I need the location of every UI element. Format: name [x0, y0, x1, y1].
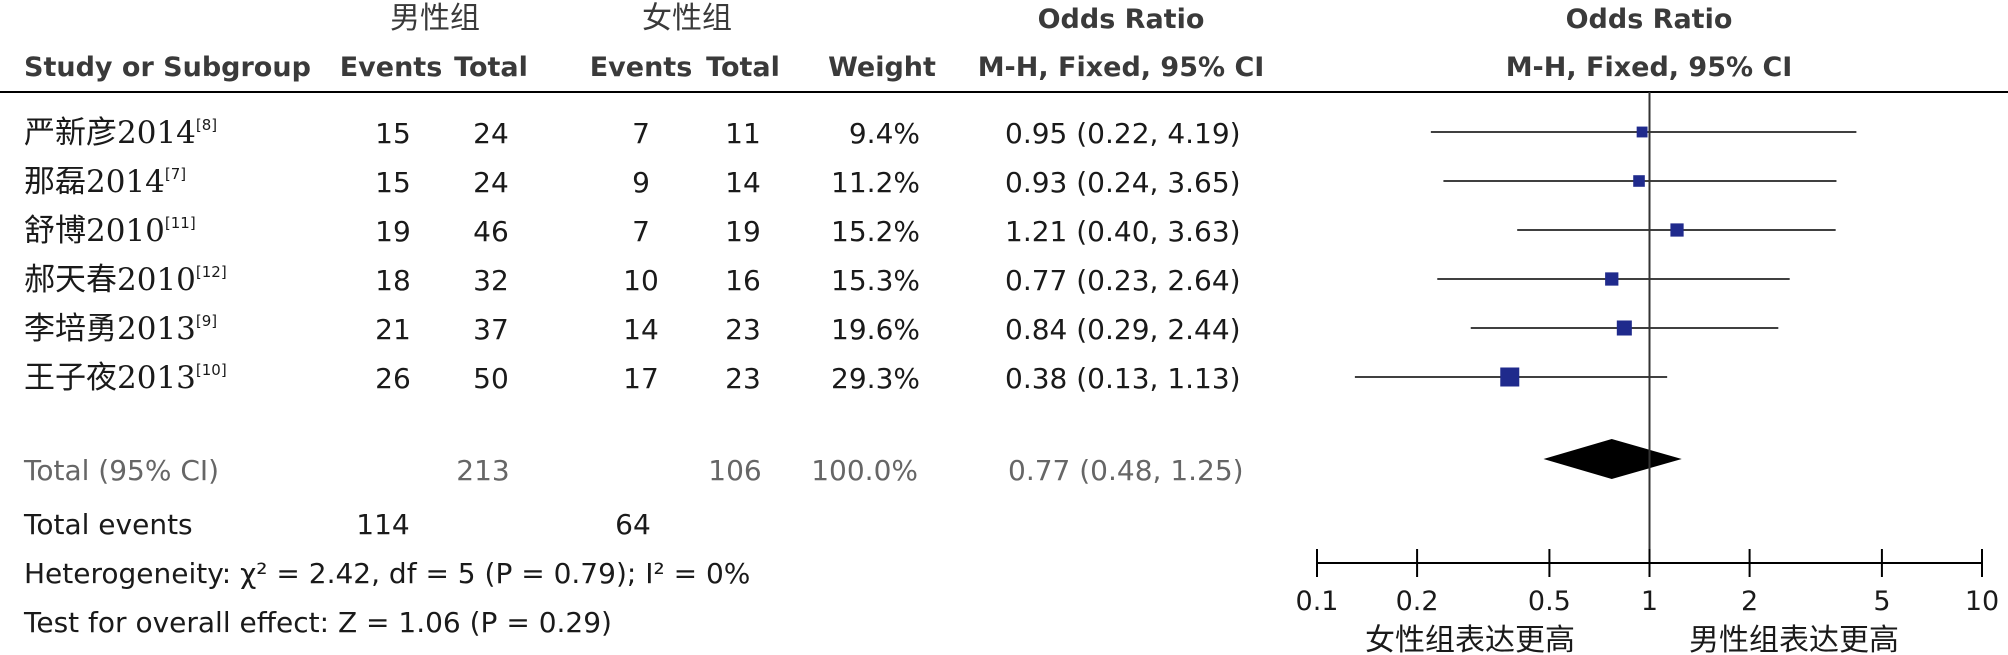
weight-cell: 11.2% [831, 166, 920, 199]
events1-header: Events [340, 52, 443, 83]
total1-cell: 37 [473, 313, 509, 346]
or-ci-cell: 0.38 (0.13, 1.13) [1005, 362, 1241, 395]
tick-label: 0.5 [1528, 586, 1571, 617]
total1-header: Total [454, 52, 528, 83]
events2-header: Events [590, 52, 693, 83]
total-weight: 100.0% [811, 454, 918, 487]
or-ci-cell: 0.84 (0.29, 2.44) [1005, 313, 1241, 346]
weight-header: Weight [828, 52, 936, 83]
total1-cell: 50 [473, 362, 509, 395]
study-reference: [10] [196, 361, 227, 379]
weight-cell: 19.6% [831, 313, 920, 346]
weight-cell: 29.3% [831, 362, 920, 395]
total2-cell: 23 [725, 313, 761, 346]
events2-total: 64 [615, 508, 651, 541]
events2-cell: 10 [623, 264, 659, 297]
study-name: 郝天春2010[12] [24, 262, 227, 298]
events1-total: 114 [356, 508, 409, 541]
heterogeneity-text: Heterogeneity: χ² = 2.42, df = 5 (P = 0.… [24, 557, 750, 590]
or-ci-cell: 1.21 (0.40, 3.63) [1005, 215, 1241, 248]
study-reference: [7] [165, 165, 186, 183]
axis-footer-right: 男性组表达更高 [1689, 623, 1899, 655]
axis-footer-left: 女性组表达更高 [1365, 623, 1575, 655]
or-ci-cell: 0.95 (0.22, 4.19) [1005, 117, 1241, 150]
study-reference: [9] [196, 312, 217, 330]
point-estimate-marker [1616, 320, 1632, 336]
or-table-method: M-H, Fixed, 95% CI [978, 52, 1265, 83]
events2-cell: 9 [632, 166, 650, 199]
overall-effect-text: Test for overall effect: Z = 1.06 (P = 0… [23, 606, 612, 639]
total1-cell: 46 [473, 215, 509, 248]
study-name: 舒博2010[11] [24, 213, 196, 249]
plot-method: M-H, Fixed, 95% CI [1506, 52, 1793, 83]
study-reference: [11] [165, 214, 196, 232]
group2-header: 女性组 [642, 1, 732, 36]
or-ci-cell: 0.77 (0.23, 2.64) [1005, 264, 1241, 297]
events1-cell: 26 [375, 362, 411, 395]
pooled-diamond [1543, 439, 1682, 479]
study-header: Study or Subgroup [24, 52, 311, 83]
point-estimate-marker [1605, 272, 1619, 286]
total1-cell: 32 [473, 264, 509, 297]
events1-cell: 19 [375, 215, 411, 248]
point-estimate-marker [1636, 126, 1648, 138]
events2-cell: 17 [623, 362, 659, 395]
total-ci: 0.77 (0.48, 1.25) [1008, 454, 1244, 487]
study-name: 那磊2014[7] [24, 164, 186, 200]
total2-cell: 19 [725, 215, 761, 248]
weight-cell: 15.3% [831, 264, 920, 297]
tick-label: 10 [1965, 586, 1999, 617]
study-reference: [8] [196, 116, 217, 134]
group1-header: 男性组 [390, 1, 480, 36]
or-table-title: Odds Ratio [1038, 4, 1205, 35]
events2-cell: 14 [623, 313, 659, 346]
events2-cell: 7 [632, 117, 650, 150]
events1-cell: 15 [375, 166, 411, 199]
point-estimate-marker [1633, 175, 1645, 187]
study-name: 严新彦2014[8] [24, 115, 217, 151]
events1-cell: 15 [375, 117, 411, 150]
point-estimate-marker [1670, 223, 1684, 237]
study-name: 李培勇2013[9] [24, 311, 217, 347]
events1-cell: 18 [375, 264, 411, 297]
total2-cell: 14 [725, 166, 761, 199]
total2-header: Total [706, 52, 780, 83]
tick-label: 5 [1873, 586, 1890, 617]
tick-label: 1 [1641, 586, 1658, 617]
total-label: Total (95% CI) [23, 454, 219, 487]
weight-cell: 9.4% [849, 117, 920, 150]
total2-value: 106 [708, 454, 761, 487]
study-name: 王子夜2013[10] [24, 360, 227, 396]
total2-cell: 16 [725, 264, 761, 297]
weight-cell: 15.2% [831, 215, 920, 248]
events-label: Total events [23, 508, 193, 541]
tick-label: 2 [1741, 586, 1758, 617]
or-ci-cell: 0.93 (0.24, 3.65) [1005, 166, 1241, 199]
events2-cell: 7 [632, 215, 650, 248]
plot-title: Odds Ratio [1566, 4, 1733, 35]
total2-cell: 11 [725, 117, 761, 150]
total2-cell: 23 [725, 362, 761, 395]
study-reference: [12] [196, 263, 227, 281]
x-axis-ticks: 0.1 0.2 0.5 1 2 5 10 [1296, 549, 1999, 617]
total1-cell: 24 [473, 117, 509, 150]
total1-cell: 24 [473, 166, 509, 199]
study-rows: 严新彦2014[8] 15 24 7 11 9.4% 0.95 (0.22, 4.19) 那磊… [24, 115, 1241, 396]
tick-label: 0.1 [1296, 586, 1339, 617]
total1-value: 213 [456, 454, 509, 487]
point-estimate-marker [1500, 367, 1520, 387]
tick-label: 0.2 [1396, 586, 1439, 617]
plot-marks [1354, 126, 1857, 479]
events1-cell: 21 [375, 313, 411, 346]
